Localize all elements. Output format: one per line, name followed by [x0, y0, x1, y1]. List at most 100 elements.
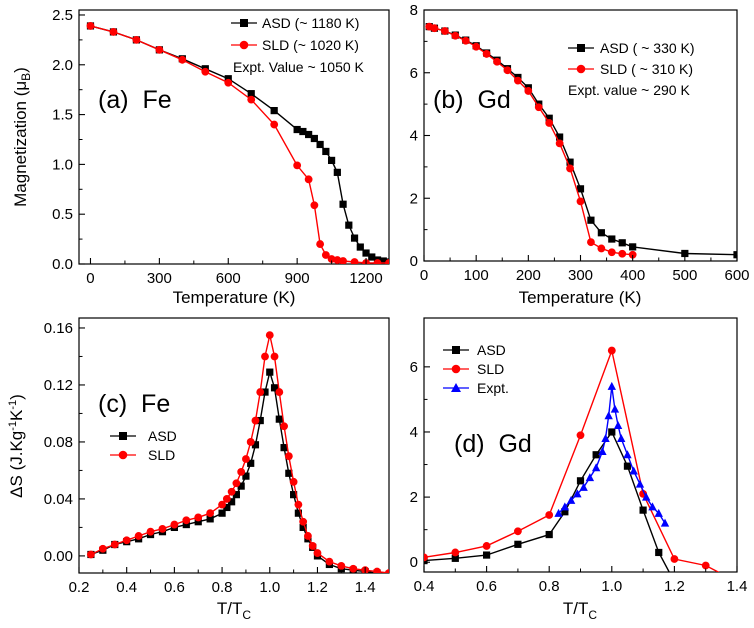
panel-d-series-0-point: [639, 506, 647, 514]
panel-b-series-1-point: [576, 197, 585, 206]
panel-b-series-0-point: [629, 243, 637, 251]
panel-c-series-1-point: [261, 352, 269, 361]
legend-c-sld: SLD: [148, 447, 175, 463]
panel-c-series-1-point: [218, 500, 226, 509]
panel-c-series-1-point: [304, 532, 312, 540]
panel-d-y-tick-label: 0: [410, 554, 418, 571]
panel-d-series-2-point: [560, 502, 570, 511]
panel-c-x-tick-label: 0.6: [164, 579, 185, 596]
panel-c-series-0-point: [206, 515, 214, 523]
panel-d-series-2-point: [598, 447, 607, 456]
panel-b-series-1-point: [545, 119, 554, 127]
panel-c-series-1-point: [265, 331, 274, 339]
panel-a-series-0-point: [327, 156, 336, 165]
panel-a-series-1-point: [86, 22, 95, 30]
panel-d-series-1-point: [576, 431, 585, 440]
panel-c-series-0-point: [294, 509, 302, 517]
panel-b-series-1-point: [534, 103, 543, 112]
panel-d-series-0-point: [545, 530, 553, 539]
panel-c-series-0-point: [218, 509, 226, 517]
panel-a-frame: [78, 9, 390, 265]
panel-d-series-0-point: [576, 477, 585, 485]
panel-a-series-1-point: [178, 55, 187, 64]
panel-b-series-1-point: [587, 238, 595, 247]
panel-a-x-title: Temperature (K): [173, 288, 296, 307]
panel-c-series-0-point: [232, 491, 240, 499]
panel-b-x-tick-label: 200: [516, 267, 541, 284]
panel-c-series-1-point: [122, 536, 131, 545]
panel-c-series-0-point: [242, 472, 250, 480]
panel-d-series-1-point: [607, 346, 616, 355]
panel-c-series-1-point: [246, 438, 255, 446]
panel-a-x-tick-label: 1200: [349, 270, 382, 287]
panel-a-series-0-point: [339, 200, 347, 208]
panel-c-y-tick-label: 0.00: [44, 548, 73, 565]
panel-a-series-0-point: [368, 253, 376, 261]
legend-d-expt: Expt.: [477, 380, 509, 396]
legend-c-asd: ASD: [148, 428, 177, 444]
panel-a-y-tick-label: 1.5: [52, 107, 73, 124]
panel-d-series-2-point: [585, 473, 595, 482]
legend-b-asd: ASD ( ~ 330 K): [600, 40, 695, 56]
panel-d-series-0-point: [592, 451, 600, 459]
panel-c-series-1-point: [284, 452, 293, 461]
panel-d-series-2-point: [601, 433, 610, 442]
panel-c-series-0-point: [266, 368, 274, 376]
panel-b-x-title: Temperature (K): [519, 288, 642, 307]
panel-b-y-tick-label: 0: [410, 253, 418, 270]
panel-d-series-2-point: [654, 508, 663, 517]
panel-b-series-1-point: [566, 164, 574, 173]
panel-c-series-0-point: [299, 523, 307, 532]
panel-a-series-1-point: [350, 258, 359, 264]
panel-b-series-0-point: [608, 235, 616, 243]
panel-d-series-2-point: [629, 466, 638, 475]
panel-d-series-2-point: [610, 404, 620, 413]
panel-b-series-1-point: [514, 76, 522, 85]
panel-b-series-1-point: [472, 42, 481, 51]
panel-c-series-1-point: [349, 564, 358, 573]
panel-c-series-0-point: [223, 503, 231, 512]
panel-c-series-1-point: [289, 477, 298, 486]
panel-d-series-1-point: [451, 548, 460, 557]
panel-c-series-0-point: [280, 444, 288, 452]
panel-b-label: (b) Gd: [433, 86, 511, 114]
panel-d-x-tick-label: 0.6: [476, 578, 497, 595]
panel-a-series-0-point: [310, 134, 318, 143]
panel-c-series-1-point: [373, 567, 381, 573]
panel-b-series-0-point: [566, 158, 574, 166]
panel-a-series-1-point: [310, 201, 319, 210]
panel-d-y-tick-label: 6: [410, 359, 418, 376]
panel-a-series-1-point: [247, 95, 256, 104]
legend-b-sld: SLD ( ~ 310 K): [600, 61, 693, 77]
panel-b-series-1-point: [555, 139, 564, 148]
panel-a-series-0-point: [293, 125, 301, 134]
panel-c-series-1-point: [206, 509, 215, 518]
panel-b-x-tick-label: 0: [420, 267, 428, 284]
panel-b-series-1-point: [597, 244, 606, 253]
panel-d-series-2-point: [660, 518, 670, 527]
panel-c-x-tick-label: 0.2: [69, 579, 90, 596]
panel-c-x-tick-label: 1.4: [355, 579, 376, 596]
panel-d-series-2-point: [579, 482, 588, 491]
panel-b-series-1-point: [524, 87, 533, 95]
panel-c-series-1-point: [294, 500, 303, 509]
panel-b-series-0-point: [556, 133, 564, 141]
panel-a-y-tick-label: 0.0: [52, 256, 73, 273]
panel-d-series-0-point: [483, 551, 491, 559]
panel-c-series-0-point: [261, 388, 269, 396]
panel-a-series-1-point: [270, 120, 279, 129]
panel-c-series-0-point: [275, 415, 283, 423]
panel-b-series-1-point: [493, 57, 501, 66]
panel-a-series-1-point: [385, 259, 389, 264]
panel-b-series-1-point: [618, 249, 627, 258]
panel-a-series-0-point: [316, 140, 324, 149]
panel-c-series-0-point: [228, 498, 236, 506]
panel-b-x-tick-label: 400: [620, 267, 645, 284]
panel-a-series-1-point: [201, 67, 210, 76]
panel-d-x-tick-label: 0.8: [539, 578, 560, 595]
panel-a-series-1-point: [333, 256, 342, 264]
panel-d-x-tick-label: 1.0: [601, 578, 622, 595]
panel-a-legend: ASD (~ 1180 K) SLD (~ 1020 K) Expt. Valu…: [231, 15, 365, 75]
panel-c-series-1-point: [256, 388, 265, 396]
panel-c-series-0-point: [237, 482, 245, 490]
